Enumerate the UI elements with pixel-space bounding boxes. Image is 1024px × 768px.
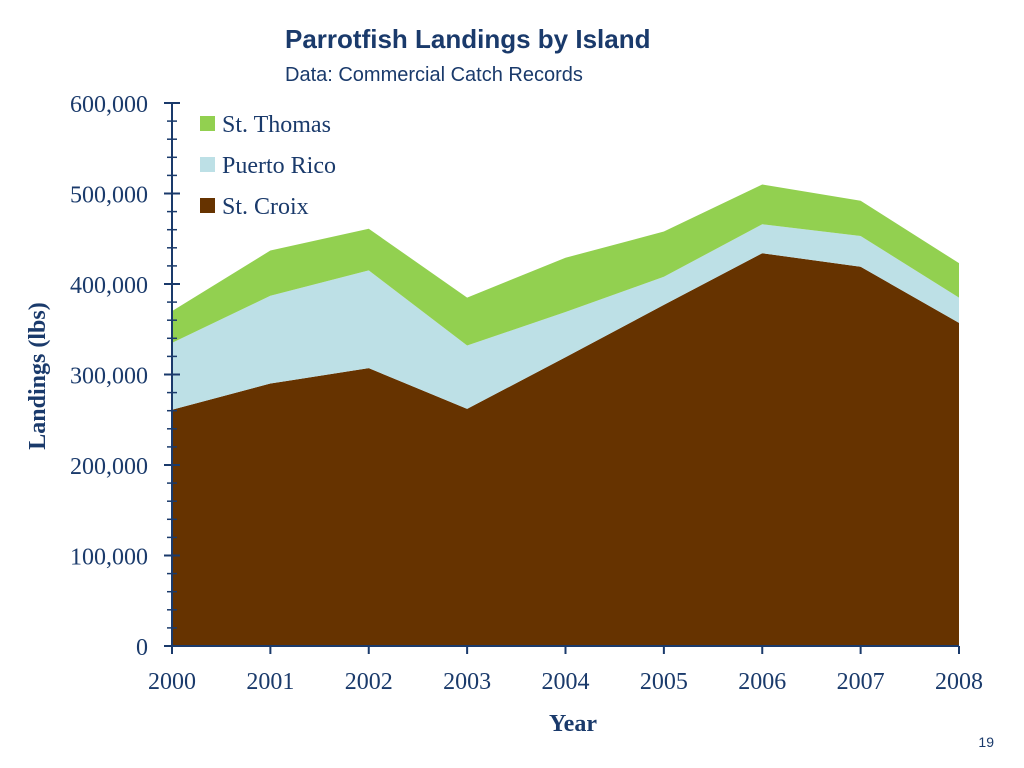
x-tick-label: 2004 — [542, 669, 590, 695]
x-tick-label: 2003 — [443, 669, 491, 695]
legend-swatch — [200, 198, 215, 213]
area-st-thomas — [172, 184, 959, 346]
axes-group: 0 100,000 200,000 300,000 400,000 500,000 600,… — [70, 92, 983, 695]
legend-label: St. Thomas — [222, 112, 331, 138]
y-axis-title: Landings (lbs) — [25, 302, 51, 449]
legend-swatch — [200, 157, 215, 172]
x-tick-label: 2005 — [640, 669, 688, 695]
y-tick-label: 0 — [136, 635, 148, 661]
y-tick-label: 200,000 — [70, 454, 148, 480]
y-tick-label: 300,000 — [70, 364, 148, 390]
x-axis-title: Year — [549, 711, 597, 737]
x-tick-label: 2007 — [837, 669, 885, 695]
legend-label: St. Croix — [222, 194, 309, 220]
y-tick-label: 400,000 — [70, 273, 148, 299]
x-tick-label: 2006 — [738, 669, 786, 695]
legend-swatch — [200, 116, 215, 131]
area-puerto-rico — [172, 224, 959, 410]
legend-label: Puerto Rico — [222, 153, 336, 179]
area-st-croix — [172, 253, 959, 647]
y-tick-label: 500,000 — [70, 183, 148, 209]
page-number: 19 — [978, 734, 994, 750]
area-series-group — [172, 184, 959, 647]
x-tick-label: 2002 — [345, 669, 393, 695]
y-tick-label: 600,000 — [70, 92, 148, 118]
legend: St. Thomas Puerto Rico St. Croix — [200, 112, 336, 220]
x-tick-label: 2008 — [935, 669, 983, 695]
y-tick-label: 100,000 — [70, 545, 148, 571]
x-tick-label: 2001 — [246, 669, 294, 695]
chart-subtitle: Data: Commercial Catch Records — [285, 64, 583, 86]
chart-title: Parrotfish Landings by Island — [285, 24, 651, 54]
x-tick-label: 2000 — [148, 669, 196, 695]
